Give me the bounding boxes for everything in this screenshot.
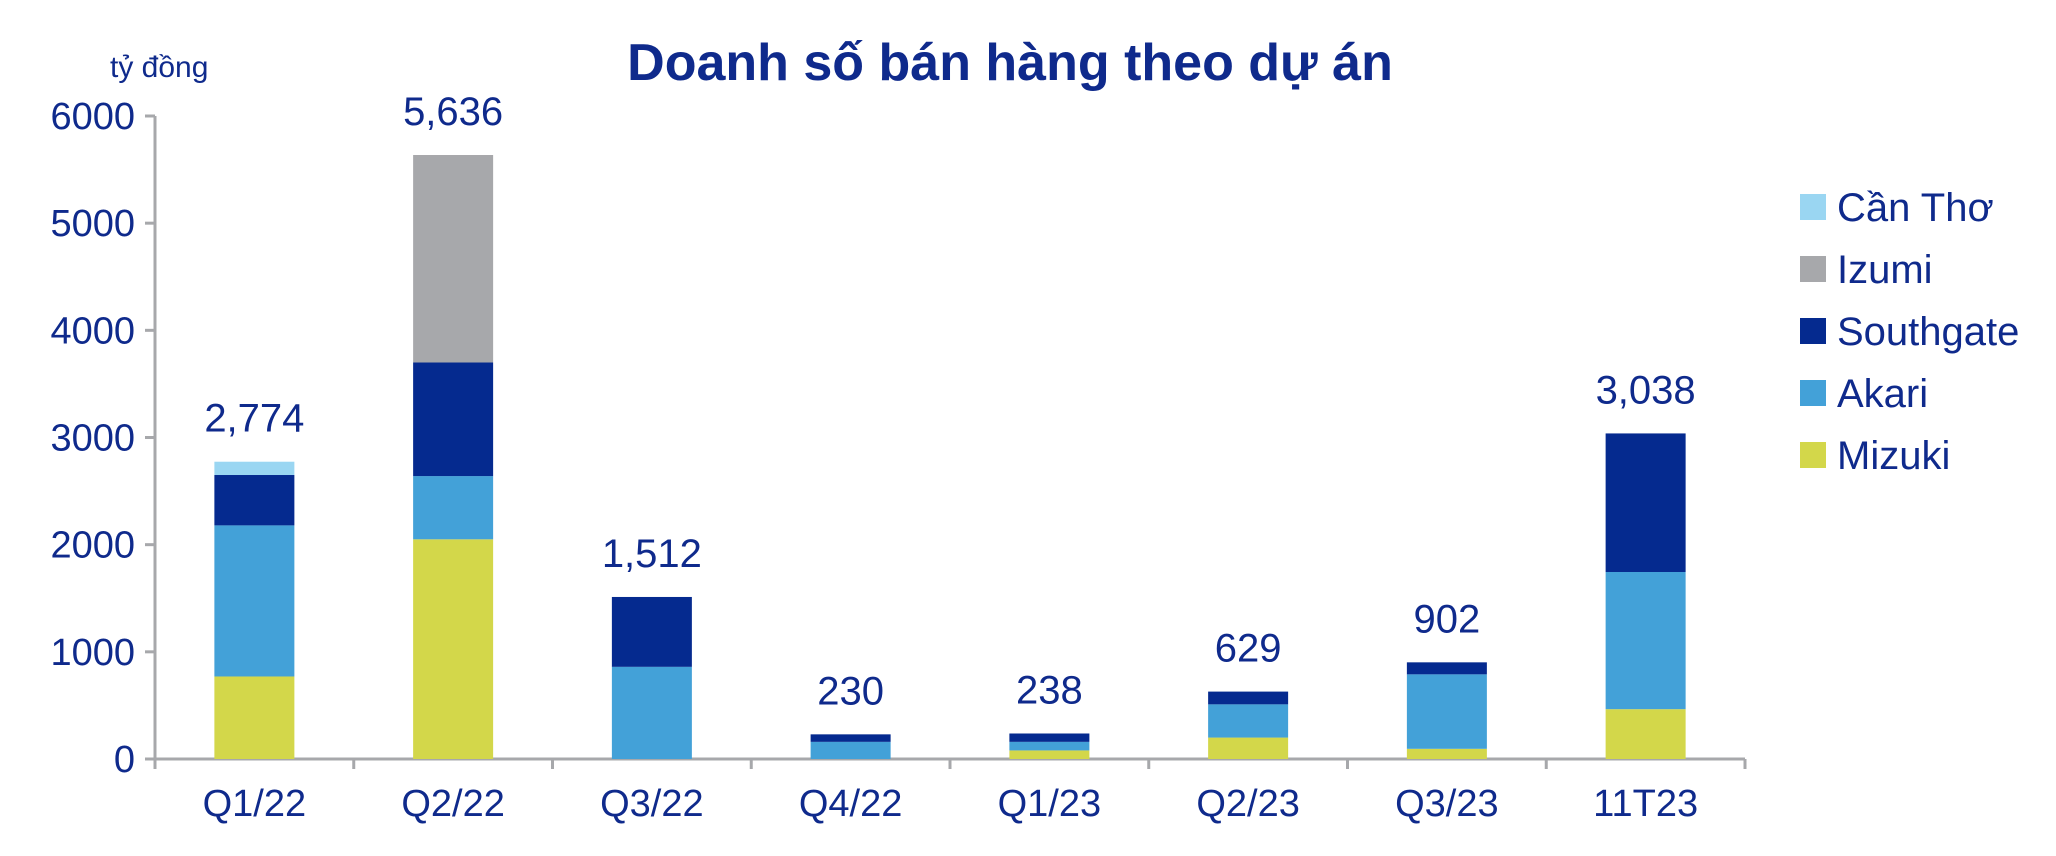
legend-label: Mizuki <box>1837 434 1950 478</box>
legend-swatch <box>1800 380 1826 406</box>
x-tick-label: Q2/23 <box>1196 783 1300 825</box>
bar-segment-akari <box>611 666 692 759</box>
bars-group <box>214 155 1686 759</box>
x-tick-label: Q3/23 <box>1395 783 1499 825</box>
total-data-label: 3,038 <box>1596 368 1696 412</box>
labels-group: Q1/22 2,774 Q2/22 5,636 Q3/22 1,512 Q4/22 230 Q1… <box>203 90 1698 825</box>
bar-segment-akari <box>413 476 494 540</box>
legend-label: Southgate <box>1837 310 2019 354</box>
bar-segment-southgate <box>611 596 692 667</box>
x-tick-label: 11T23 <box>1593 783 1698 825</box>
y-tick-label: 2000 <box>50 525 135 567</box>
legend-label: Cần Thơ <box>1837 186 1994 230</box>
bar-segment-akari <box>1406 674 1487 749</box>
bar-segment-mizuki <box>1208 737 1289 759</box>
y-tick-label: 3000 <box>50 418 135 460</box>
bar-segment-southgate <box>810 734 891 742</box>
y-axis-unit-label: tỷ đồng <box>110 51 208 84</box>
bar-segment-mizuki <box>214 676 295 759</box>
legend-swatch <box>1800 256 1826 282</box>
legend: Cần Thơ Izumi Southgate Akari Mizuki <box>1800 186 2019 478</box>
total-data-label: 1,512 <box>602 532 702 576</box>
bar-segment-izumi <box>413 155 494 363</box>
x-tick-label: Q1/23 <box>998 783 1102 825</box>
bar-segment-southgate <box>214 475 295 526</box>
total-data-label: 238 <box>1016 668 1083 712</box>
total-data-label: 2,774 <box>204 397 304 441</box>
y-tick-label: 4000 <box>50 310 135 352</box>
bar-segment-mizuki <box>1605 709 1686 759</box>
bar-segment-mizuki <box>413 539 494 759</box>
chart-title: Doanh số bán hàng theo dự án <box>627 34 1393 92</box>
legend-swatch <box>1800 442 1826 468</box>
bar-segment-southgate <box>413 362 494 477</box>
bar-segment-cần-thơ <box>214 461 295 476</box>
bar-segment-southgate <box>1009 733 1090 742</box>
bar-segment-southgate <box>1605 433 1686 572</box>
x-tick-label: Q3/22 <box>600 783 704 825</box>
bar-segment-akari <box>1009 741 1090 751</box>
legend-swatch <box>1800 318 1826 344</box>
bar-segment-mizuki <box>1009 750 1090 759</box>
total-data-label: 5,636 <box>403 90 503 134</box>
bar-segment-akari <box>214 525 295 677</box>
y-tick-label: 1000 <box>50 632 135 674</box>
legend-label: Akari <box>1837 372 1928 416</box>
bar-segment-mizuki <box>1406 748 1487 759</box>
bar-segment-akari <box>1208 704 1289 738</box>
legend-swatch <box>1800 194 1826 220</box>
total-data-label: 902 <box>1414 597 1481 641</box>
bar-segment-southgate <box>1208 691 1289 705</box>
bar-segment-akari <box>810 741 891 759</box>
legend-label: Izumi <box>1837 248 1933 292</box>
bar-segment-southgate <box>1406 662 1487 675</box>
y-tick-label: 0 <box>114 739 135 781</box>
total-data-label: 230 <box>817 669 884 713</box>
y-tick-label: 5000 <box>50 203 135 245</box>
y-tick-label: 6000 <box>50 96 135 138</box>
axes: 0 1000 2000 3000 4000 5000 6000 <box>50 96 1747 781</box>
total-data-label: 629 <box>1215 627 1282 671</box>
x-tick-label: Q1/22 <box>203 783 307 825</box>
bar-segment-akari <box>1605 571 1686 710</box>
x-tick-label: Q2/22 <box>401 783 505 825</box>
x-tick-label: Q4/22 <box>799 783 903 825</box>
